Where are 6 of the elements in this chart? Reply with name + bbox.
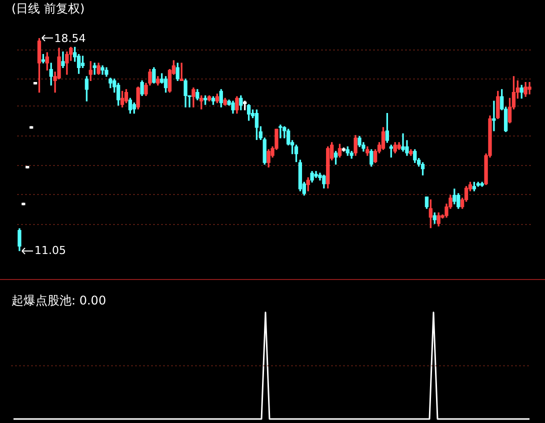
candlestick: [26, 166, 30, 168]
annotation: 11.05: [34, 244, 66, 258]
annotation: 18.54: [54, 32, 86, 45]
candlestick: [22, 202, 26, 206]
chart-title: (日线 前复权): [12, 1, 85, 16]
chart-title: 起爆点股池: 0.00: [12, 293, 106, 308]
